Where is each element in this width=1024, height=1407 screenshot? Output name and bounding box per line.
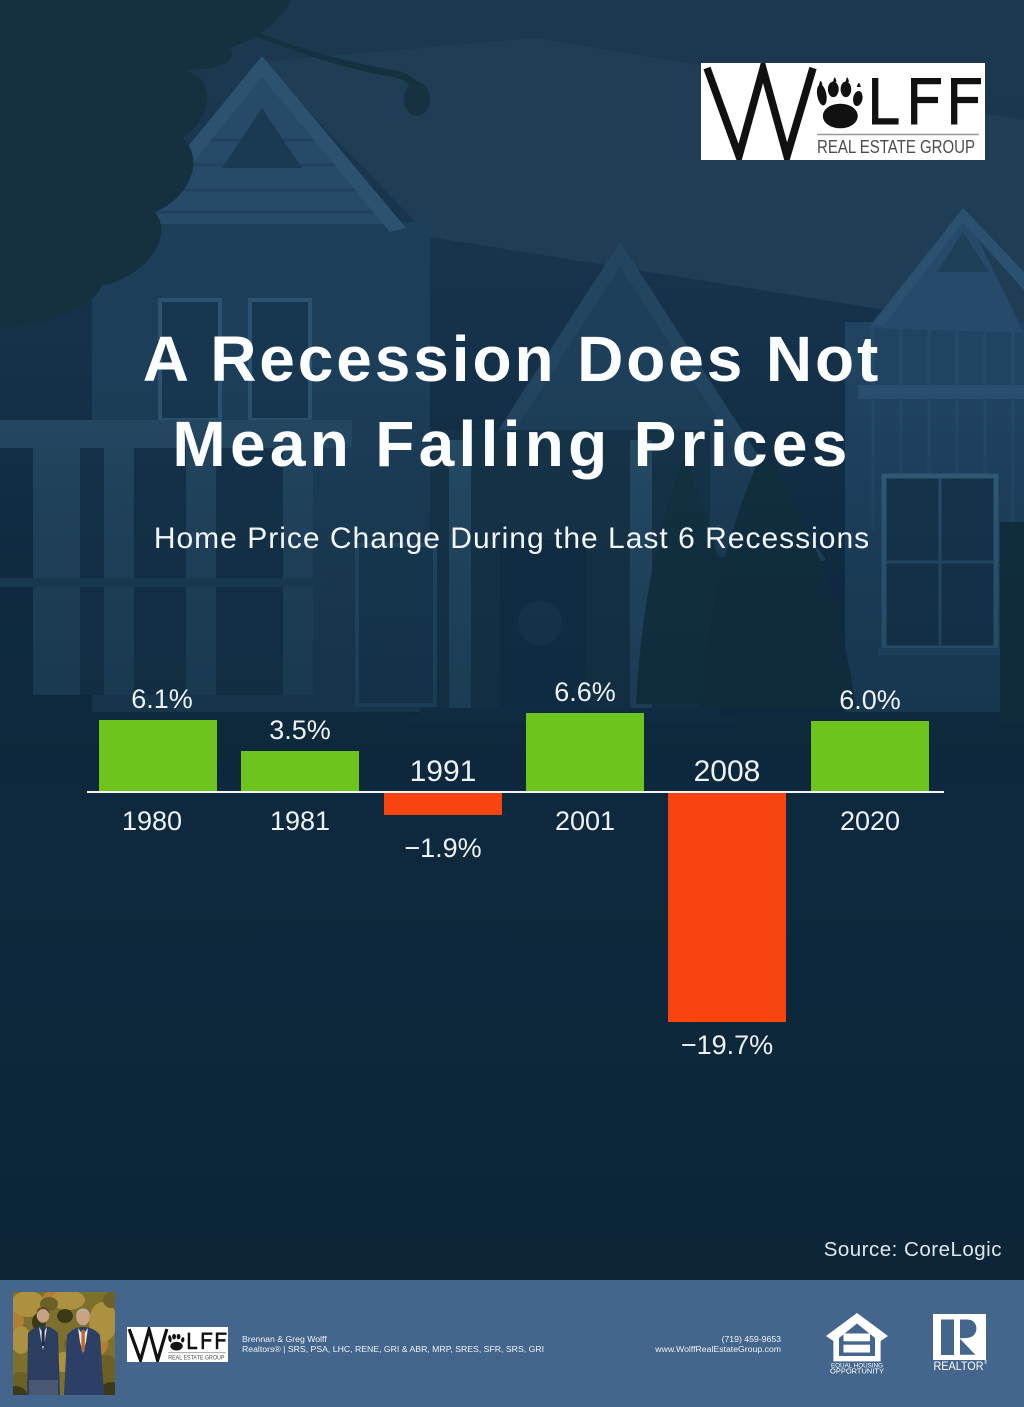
svg-text:REALTOR: REALTOR bbox=[934, 1361, 984, 1372]
svg-text:®: ® bbox=[984, 1359, 987, 1366]
svg-text:OPPORTUNITY: OPPORTUNITY bbox=[830, 1367, 884, 1376]
svg-text:REAL ESTATE GROUP: REAL ESTATE GROUP bbox=[168, 1355, 225, 1362]
svg-text:REAL ESTATE GROUP: REAL ESTATE GROUP bbox=[817, 136, 975, 157]
svg-text:EQUAL HOUSING: EQUAL HOUSING bbox=[831, 1363, 883, 1370]
